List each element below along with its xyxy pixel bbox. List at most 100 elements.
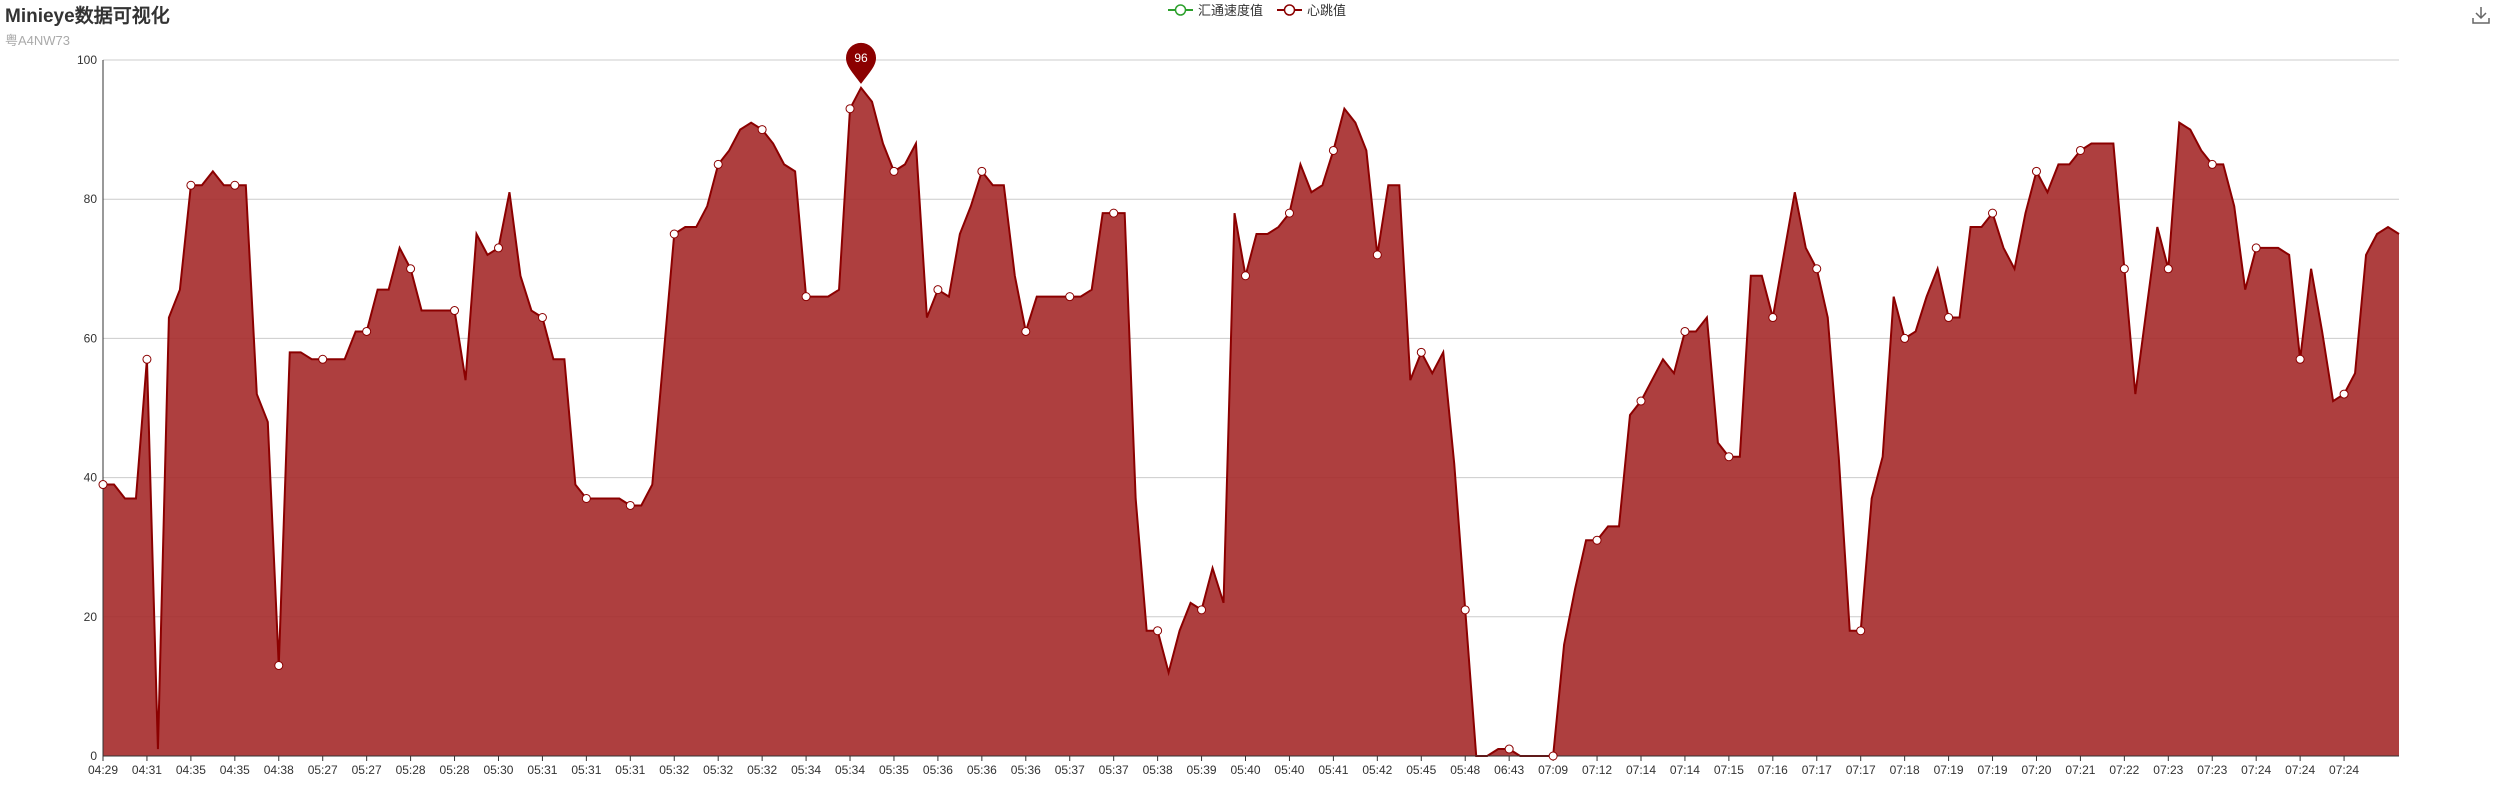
x-tick-label: 05:27 (308, 763, 338, 777)
x-tick-label: 05:36 (967, 763, 997, 777)
x-tick-label: 05:35 (879, 763, 909, 777)
data-point (713, 159, 723, 169)
data-point (1900, 333, 1910, 343)
x-tick-label: 05:28 (440, 763, 470, 777)
data-point (1153, 626, 1163, 636)
legend-item-heartbeat[interactable]: 心跳值 (1277, 0, 1346, 19)
max-point-label: 96 (854, 51, 868, 65)
data-point (1636, 396, 1646, 406)
y-tick-label: 20 (84, 610, 98, 624)
x-tick-label: 07:18 (1890, 763, 1920, 777)
x-tick-label: 04:31 (132, 763, 162, 777)
data-point (2119, 264, 2129, 274)
data-point (1416, 347, 1426, 357)
x-tick-label: 05:38 (1143, 763, 1173, 777)
x-tick-label: 07:19 (1934, 763, 1964, 777)
max-point-pin-icon (846, 42, 877, 84)
data-point (274, 661, 284, 671)
x-tick-label: 07:23 (2197, 763, 2227, 777)
legend: 汇通速度值 心跳值 (1168, 0, 1346, 19)
y-tick-label: 0 (90, 749, 97, 763)
data-point (362, 326, 372, 336)
x-tick-label: 07:24 (2241, 763, 2271, 777)
data-point (2163, 264, 2173, 274)
data-point (1284, 208, 1294, 218)
x-tick-label: 07:17 (1846, 763, 1876, 777)
data-point (933, 285, 943, 295)
x-tick-label: 07:16 (1758, 763, 1788, 777)
x-tick-label: 07:14 (1626, 763, 1656, 777)
data-point (1768, 313, 1778, 323)
data-point (2207, 159, 2217, 169)
x-tick-label: 05:31 (527, 763, 557, 777)
x-tick-label: 04:29 (88, 763, 118, 777)
data-point (2339, 389, 2349, 399)
data-point (1944, 313, 1954, 323)
data-point (977, 166, 987, 176)
data-point (98, 480, 108, 490)
x-tick-label: 04:38 (264, 763, 294, 777)
y-tick-label: 100 (77, 53, 97, 67)
data-point (406, 264, 416, 274)
x-tick-label: 05:36 (923, 763, 953, 777)
legend-item-speed[interactable]: 汇通速度值 (1168, 0, 1263, 19)
data-point (2075, 145, 2085, 155)
data-point (1988, 208, 1998, 218)
data-point (450, 306, 460, 316)
x-tick-label: 05:45 (1406, 763, 1436, 777)
data-point (318, 354, 328, 364)
series-line-heartbeat (103, 86, 2400, 757)
data-point (1812, 264, 1822, 274)
legend-line-circle-icon (1168, 3, 1193, 16)
data-point (845, 104, 855, 114)
x-tick-label: 05:31 (615, 763, 645, 777)
data-point (2031, 166, 2041, 176)
data-point (2251, 243, 2261, 253)
x-tick-label: 05:31 (571, 763, 601, 777)
data-point (142, 354, 152, 364)
chart-title: Minieye数据可视化 (5, 6, 170, 27)
x-tick-label: 07:14 (1670, 763, 1700, 777)
x-tick-label: 05:41 (1318, 763, 1348, 777)
x-tick-label: 07:23 (2153, 763, 2183, 777)
data-point (1241, 271, 1251, 281)
x-tick-label: 05:36 (1011, 763, 1041, 777)
data-point (230, 180, 240, 190)
series-area-heartbeat (103, 87, 2399, 757)
x-tick-label: 07:17 (1802, 763, 1832, 777)
x-tick-label: 07:22 (2109, 763, 2139, 777)
x-tick-label: 05:32 (659, 763, 689, 777)
data-point (1592, 535, 1602, 545)
x-tick-label: 05:40 (1274, 763, 1304, 777)
x-tick-label: 07:15 (1714, 763, 1744, 777)
x-tick-label: 07:19 (1978, 763, 2008, 777)
x-tick-label: 04:35 (176, 763, 206, 777)
x-tick-label: 06:43 (1494, 763, 1524, 777)
data-point (1856, 626, 1866, 636)
data-point (1724, 452, 1734, 462)
x-tick-label: 05:28 (396, 763, 426, 777)
x-tick-label: 05:37 (1099, 763, 1129, 777)
data-point (1021, 326, 1031, 336)
x-tick-label: 07:09 (1538, 763, 1568, 777)
data-point (1065, 292, 1075, 302)
y-tick-label: 60 (84, 331, 98, 345)
chart-subtitle: 粤A4NW73 (5, 33, 71, 48)
x-tick-label: 05:48 (1450, 763, 1480, 777)
x-tick-label: 07:20 (2021, 763, 2051, 777)
x-tick-label: 05:32 (703, 763, 733, 777)
data-point (581, 493, 591, 503)
data-point (1372, 250, 1382, 260)
x-tick-label: 04:35 (220, 763, 250, 777)
x-tick-label: 07:24 (2329, 763, 2359, 777)
data-point (1460, 605, 1470, 615)
data-point (493, 243, 503, 253)
data-point (1680, 326, 1690, 336)
legend-label-heartbeat: 心跳值 (1307, 3, 1347, 18)
y-tick-label: 80 (84, 192, 98, 206)
data-point (757, 125, 767, 135)
data-point (625, 500, 635, 510)
download-icon[interactable] (2470, 4, 2492, 26)
x-tick-label: 07:12 (1582, 763, 1612, 777)
